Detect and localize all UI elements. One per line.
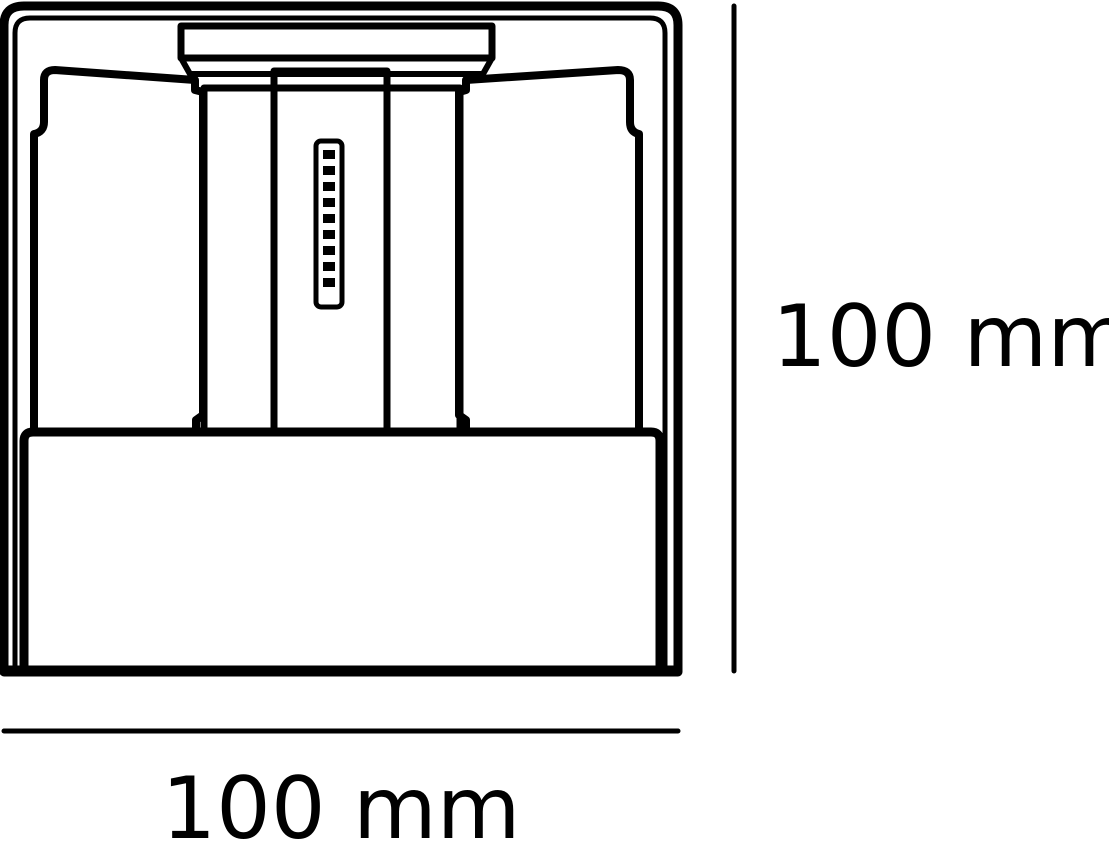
- led-chip: [323, 278, 335, 287]
- led-chip: [323, 246, 335, 255]
- led-chip: [323, 214, 335, 223]
- front-box: [19, 427, 665, 671]
- led-chip: [323, 198, 335, 207]
- height-dimension-label: 100 mm: [772, 287, 1109, 387]
- led-chip: [323, 262, 335, 271]
- outer-frame: [0, 1, 683, 677]
- left-reflector-wing: [30, 66, 207, 436]
- top-mount-cap: [177, 22, 496, 77]
- led-strip: [313, 138, 345, 310]
- right-reflector-wing: [455, 66, 643, 436]
- led-chip: [323, 230, 335, 239]
- led-chip: [323, 150, 335, 159]
- inner-frame: [12, 15, 668, 675]
- wall-light-housing: [0, 1, 683, 677]
- width-dimension-label: 100 mm: [161, 759, 520, 859]
- led-chip: [323, 166, 335, 175]
- led-chip: [323, 182, 335, 191]
